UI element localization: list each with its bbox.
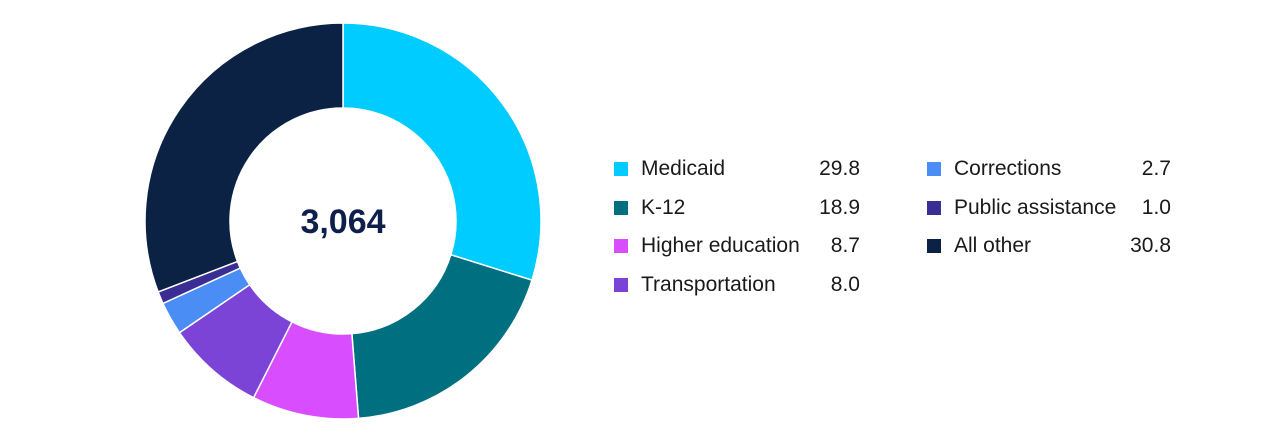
legend-label: Public assistance xyxy=(954,195,1117,219)
legend-swatch xyxy=(614,239,628,254)
legend-item-transportation: Transportation 8.0 xyxy=(614,268,860,307)
legend-value: 1.0 xyxy=(1141,195,1171,219)
legend-label: Higher education xyxy=(641,234,800,258)
legend-item-higher-education: Higher education 8.7 xyxy=(614,229,860,268)
legend-item-public-assistance: Public assistance 1.0 xyxy=(927,191,1171,230)
legend-item-all-other: All other 30.8 xyxy=(927,229,1171,268)
legend-item-k12: K-12 18.9 xyxy=(614,191,860,230)
donut-slice-medicaid xyxy=(342,22,542,282)
legend-label: K-12 xyxy=(641,195,686,219)
legend-item-corrections: Corrections 2.7 xyxy=(927,152,1171,191)
legend-swatch xyxy=(614,200,628,215)
legend-value: 29.8 xyxy=(819,157,860,180)
legend-swatch xyxy=(927,200,941,215)
legend-swatch xyxy=(927,162,941,176)
legend-value: 2.7 xyxy=(1141,157,1171,180)
donut-slice-all-other xyxy=(144,22,344,293)
legend-value: 8.0 xyxy=(830,273,860,297)
legend-column-right: Corrections 2.7 Public assistance 1.0 Al… xyxy=(927,152,1171,268)
legend-item-medicaid: Medicaid 29.8 xyxy=(614,152,860,191)
center-total-label: 3,064 xyxy=(300,203,385,241)
donut-slices xyxy=(144,22,542,420)
legend-label: Transportation xyxy=(641,273,776,297)
legend-label: Corrections xyxy=(954,157,1062,180)
legend-column-left: Medicaid 29.8 K-12 18.9 Higher education… xyxy=(614,152,860,307)
legend-swatch xyxy=(927,239,941,254)
legend-label: All other xyxy=(954,234,1032,258)
legend-value: 18.9 xyxy=(819,195,860,219)
donut-slice-k-12 xyxy=(351,253,533,420)
legend-label: Medicaid xyxy=(641,157,726,180)
legend-value: 30.8 xyxy=(1130,234,1171,258)
legend-swatch xyxy=(614,278,628,293)
donut-chart: 3,064 xyxy=(144,22,542,420)
legend-value: 8.7 xyxy=(830,234,860,258)
legend-swatch xyxy=(614,162,628,176)
